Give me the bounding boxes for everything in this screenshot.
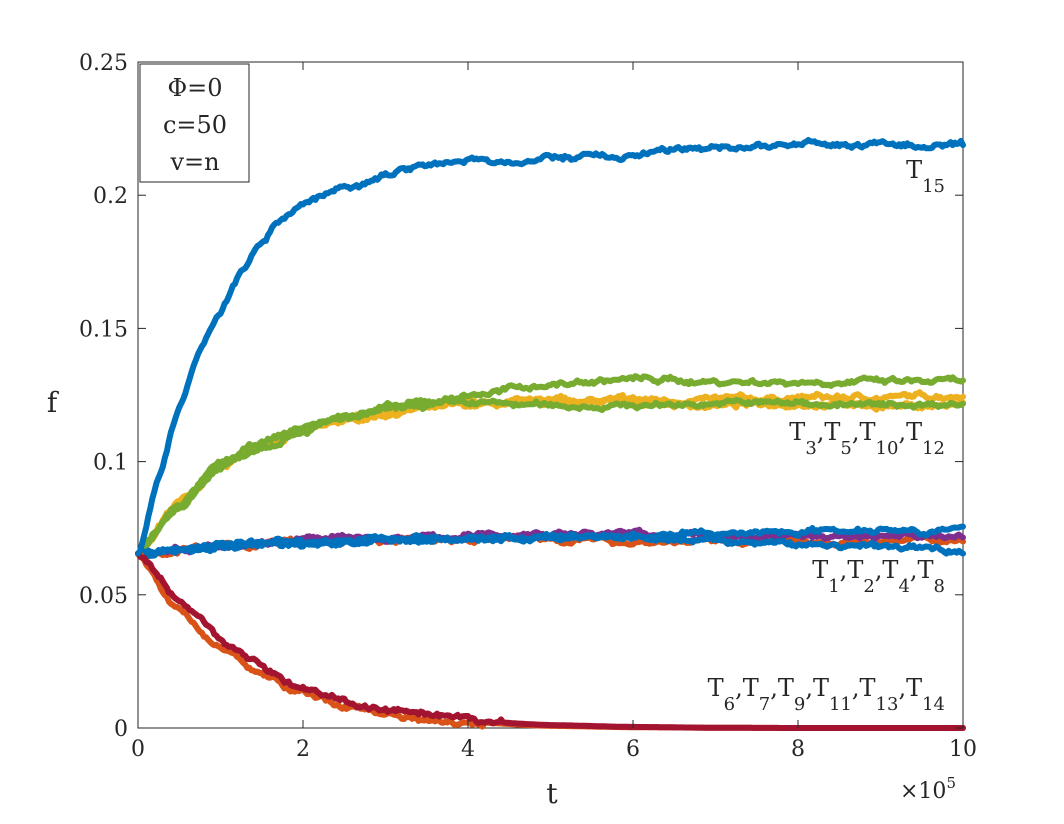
y-tick-label: 0.2 [93,184,128,209]
x-exponent: ×105 [900,774,956,804]
series-line-s-T15 [135,137,966,557]
x-tick-label: 6 [626,737,640,762]
params-box-frame [139,63,250,183]
series-line-s-high-green-1 [135,373,966,557]
annotation-group-high: T3,T5,T10,T12 [789,418,945,459]
annotation-group-low: T6,T7,T9,T11,T13,T14 [708,674,945,715]
params-box: Φ=0 c=50 v=n [139,63,250,183]
y-tick-label: 0 [114,717,128,742]
x-axis-label: t [546,777,558,810]
series-line-s-mid-blue-2 [135,523,966,557]
x-tick-label: 10 [949,737,977,762]
params-c: c=50 [163,111,227,139]
x-exponent-power: 5 [946,774,956,792]
series-line-s-low-darkred [135,550,966,731]
params-v: v=n [169,148,219,176]
x-tick-label: 0 [131,737,145,762]
params-phi: Φ=0 [167,74,222,102]
y-tick-label: 0.25 [79,51,128,76]
annotation-t15: T15 [906,156,945,197]
x-exponent-base: ×10 [900,779,946,804]
x-tick-label: 4 [461,737,475,762]
y-axis-label: f [47,386,60,419]
series-layer [135,137,966,731]
y-tick-label: 0.15 [79,317,128,342]
ticks-layer: 0 2 4 6 8 10 0 0.05 0.1 0.15 0.2 0.25 [79,51,977,762]
x-tick-label: 2 [296,737,310,762]
series-line-s-high-green-2 [135,395,966,557]
x-tick-label: 8 [791,737,805,762]
y-tick-label: 0.1 [93,451,128,476]
y-tick-label: 0.05 [79,584,128,609]
annotation-group-mid: T1,T2,T4,T8 [812,556,945,597]
